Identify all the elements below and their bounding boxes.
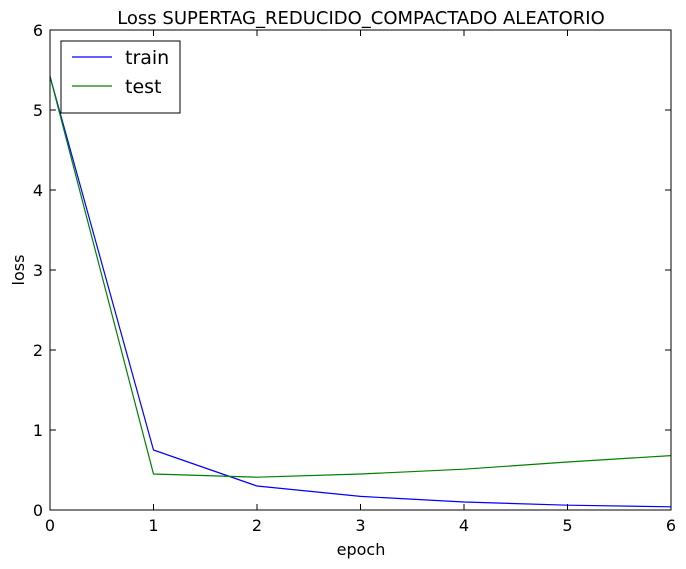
x-tick-label-2: 2 xyxy=(252,516,262,535)
x-tick-label-1: 1 xyxy=(148,516,158,535)
x-axis-label: epoch xyxy=(337,540,386,559)
y-axis-label: loss xyxy=(9,255,28,286)
x-tick-label-4: 4 xyxy=(459,516,469,535)
y-tick-label-5: 5 xyxy=(33,101,43,120)
plot-border xyxy=(49,29,672,511)
legend: train test xyxy=(60,40,181,114)
x-tick-label-3: 3 xyxy=(355,516,365,535)
y-tick-label-2: 2 xyxy=(33,341,43,360)
x-tick-label-6: 6 xyxy=(666,516,676,535)
y-tick-label-0: 0 xyxy=(33,501,43,520)
axis-ticks: 0 1 2 3 4 5 6 0 1 2 3 4 5 6 xyxy=(33,21,676,535)
series-line-test xyxy=(49,76,672,478)
legend-label-train: train xyxy=(125,47,169,69)
legend-label-test: test xyxy=(125,76,162,98)
y-tick-label-4: 4 xyxy=(33,181,43,200)
chart-title: Loss SUPERTAG_REDUCIDO_COMPACTADO ALEATO… xyxy=(117,8,605,29)
series-line-train xyxy=(49,76,672,508)
y-tick-label-1: 1 xyxy=(33,421,43,440)
x-tick-label-0: 0 xyxy=(45,516,55,535)
series-lines xyxy=(49,76,672,508)
legend-box xyxy=(60,40,181,114)
y-tick-label-6: 6 xyxy=(33,21,43,40)
y-tick-label-3: 3 xyxy=(33,261,43,280)
x-tick-label-5: 5 xyxy=(562,516,572,535)
